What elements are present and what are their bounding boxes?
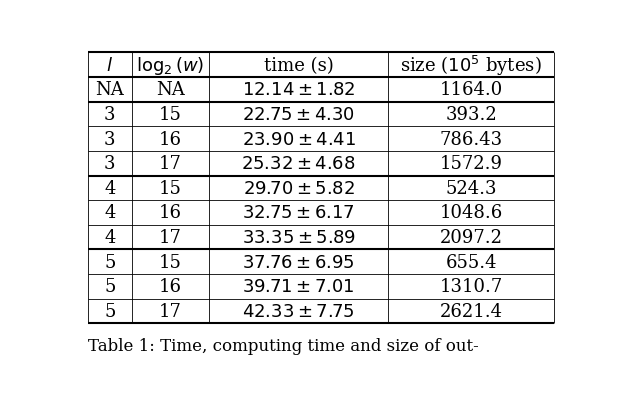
Text: $42.33 \pm 7.75$: $42.33 \pm 7.75$ [242,302,355,320]
Text: 2621.4: 2621.4 [440,302,503,320]
Text: $37.76 \pm 6.95$: $37.76 \pm 6.95$ [242,253,355,271]
Text: time (s): time (s) [264,57,334,75]
Text: 3: 3 [104,106,115,124]
Text: 17: 17 [159,228,182,247]
Text: 17: 17 [159,302,182,320]
Text: 2097.2: 2097.2 [440,228,503,247]
Text: 16: 16 [159,278,182,296]
Text: $25.32 \pm 4.68$: $25.32 \pm 4.68$ [242,155,356,173]
Text: 15: 15 [159,106,182,124]
Text: 15: 15 [159,253,182,271]
Text: $29.70 \pm 5.82$: $29.70 \pm 5.82$ [243,179,354,197]
Text: 786.43: 786.43 [439,130,503,148]
Text: 4: 4 [104,228,115,247]
Text: 393.2: 393.2 [446,106,497,124]
Text: 3: 3 [104,130,115,148]
Text: 524.3: 524.3 [446,179,497,197]
Text: 17: 17 [159,155,182,173]
Text: Table 1: Time, computing time and size of out-: Table 1: Time, computing time and size o… [88,337,478,354]
Text: NA: NA [156,81,185,99]
Text: 4: 4 [104,204,115,222]
Text: 5: 5 [104,302,115,320]
Text: $\log_2(w)$: $\log_2(w)$ [136,55,205,77]
Text: $39.71 \pm 7.01$: $39.71 \pm 7.01$ [242,278,355,296]
Text: 4: 4 [104,179,115,197]
Text: 16: 16 [159,130,182,148]
Text: $12.14 \pm 1.82$: $12.14 \pm 1.82$ [242,81,356,99]
Text: $33.35 \pm 5.89$: $33.35 \pm 5.89$ [242,228,356,247]
Text: 1164.0: 1164.0 [439,81,503,99]
Text: 655.4: 655.4 [446,253,497,271]
Text: 1048.6: 1048.6 [439,204,503,222]
Text: 5: 5 [104,253,115,271]
Text: 3: 3 [104,155,115,173]
Text: $32.75 \pm 6.17$: $32.75 \pm 6.17$ [242,204,355,222]
Text: NA: NA [95,81,124,99]
Text: $\it{l}$: $\it{l}$ [106,57,113,75]
Text: 15: 15 [159,179,182,197]
Text: size ($10^5$ bytes): size ($10^5$ bytes) [401,53,542,77]
Text: $23.90 \pm 4.41$: $23.90 \pm 4.41$ [242,130,356,148]
Text: 1572.9: 1572.9 [440,155,503,173]
Text: 16: 16 [159,204,182,222]
Text: 5: 5 [104,278,115,296]
Text: 1310.7: 1310.7 [439,278,503,296]
Text: $22.75 \pm 4.30$: $22.75 \pm 4.30$ [242,106,355,124]
